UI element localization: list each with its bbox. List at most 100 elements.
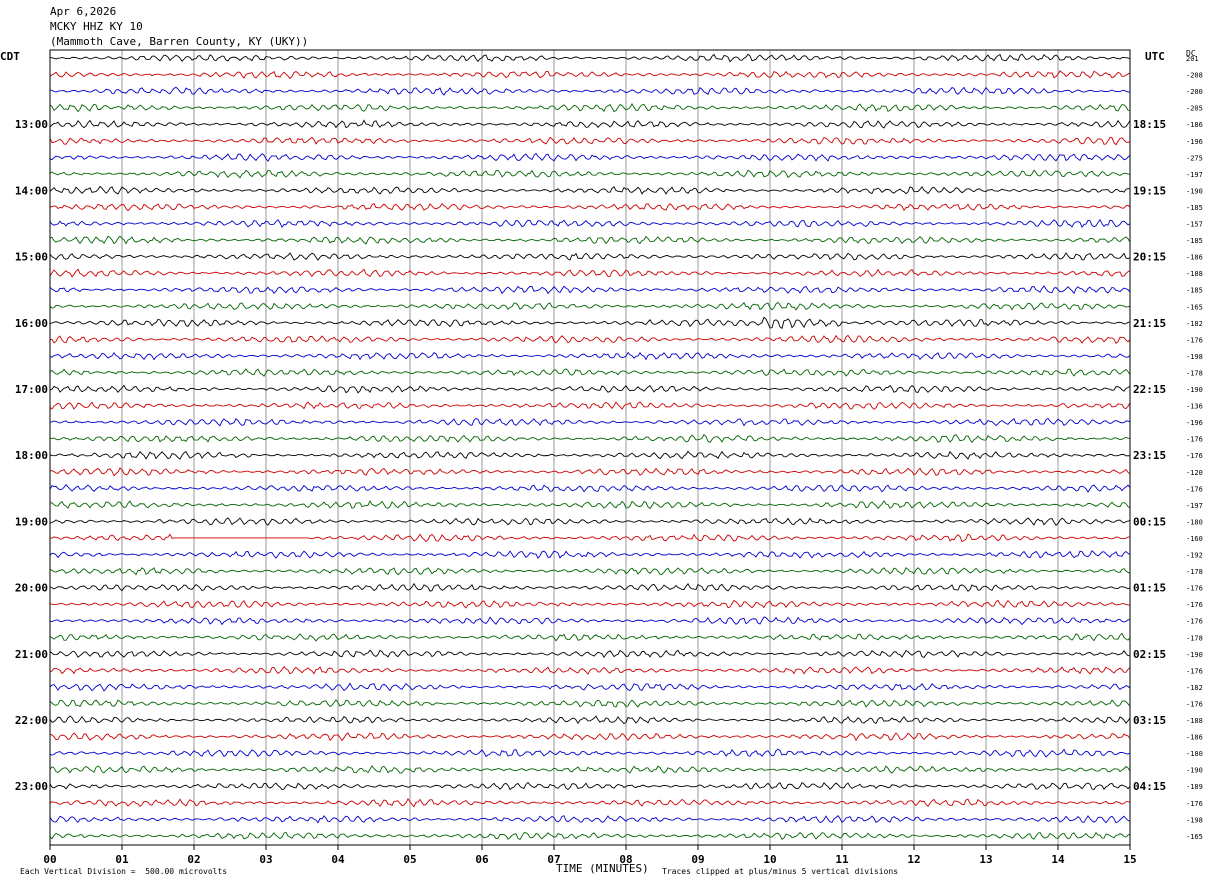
trace-row (49, 682, 1131, 692)
dc-header-label: DC (1186, 49, 1196, 58)
trace-row (49, 450, 1131, 460)
left-hour-label: 17:00 (15, 383, 48, 396)
x-tick-label: 04 (331, 853, 345, 866)
left-hour-label: 14:00 (15, 184, 48, 197)
dc-offset-label: -192 (1186, 552, 1203, 560)
trace-row (49, 781, 1131, 791)
trace-row (49, 748, 1131, 758)
trace-row (49, 268, 1131, 278)
right-hour-label: 03:15 (1133, 714, 1166, 727)
x-tick-label: 12 (907, 853, 920, 866)
left-hour-label: 20:00 (15, 582, 48, 595)
left-hour-label: 15:00 (15, 251, 48, 264)
right-hour-label: 04:15 (1133, 780, 1166, 793)
trace-row (49, 70, 1131, 79)
dc-offset-label: -197 (1186, 502, 1203, 510)
left-hour-label: 18:00 (15, 449, 48, 462)
dc-offset-label: -176 (1186, 585, 1203, 593)
dc-offset-label: -176 (1186, 485, 1203, 493)
trace-row (49, 699, 1131, 708)
x-tick-label: 07 (547, 853, 560, 866)
dc-offset-label: -176 (1186, 618, 1203, 626)
dc-offset-label: -176 (1186, 452, 1203, 460)
dc-offset-label: -165 (1186, 303, 1203, 311)
trace-row (49, 285, 1131, 295)
dc-offset-label: -178 (1186, 568, 1203, 576)
left-hour-label: 21:00 (15, 648, 48, 661)
dc-offset-label: -186 (1186, 254, 1203, 262)
dc-offset-label: -182 (1186, 320, 1203, 328)
dc-offset-label: -186 (1186, 121, 1203, 129)
x-tick-label: 09 (691, 853, 704, 866)
trace-row (49, 815, 1131, 824)
dc-offset-label: -176 (1186, 700, 1203, 708)
x-tick-label: 15 (1123, 853, 1136, 866)
right-hour-label: 22:15 (1133, 383, 1166, 396)
dc-offset-label: -185 (1186, 204, 1203, 212)
clip-footnote: Traces clipped at plus/minus 5 vertical … (662, 867, 899, 876)
right-hour-label: 20:15 (1133, 251, 1166, 264)
left-hour-label: 13:00 (15, 118, 48, 131)
trace-row (49, 417, 1131, 427)
dc-offset-label: -160 (1186, 535, 1203, 543)
trace-row (49, 765, 1131, 774)
trace-row (49, 715, 1131, 725)
dc-offset-label: -176 (1186, 436, 1203, 444)
dc-offset-label: -185 (1186, 237, 1203, 245)
trace-row (49, 500, 1131, 510)
trace-row (49, 732, 1131, 742)
dc-offset-label: -198 (1186, 353, 1203, 361)
x-tick-label: 11 (835, 853, 849, 866)
x-tick-label: 02 (187, 853, 200, 866)
trace-row (49, 649, 1131, 659)
trace-row (49, 616, 1131, 626)
x-tick-label: 00 (43, 853, 56, 866)
trace-row (49, 582, 1131, 592)
right-hour-label: 23:15 (1133, 449, 1166, 462)
header-date: Apr 6,2026 (50, 5, 117, 18)
trace-row (49, 119, 1131, 129)
dc-offset-label: -165 (1186, 833, 1203, 841)
x-tick-label: 08 (619, 853, 632, 866)
x-tick-label: 13 (979, 853, 992, 866)
dc-offset-label: -180 (1186, 518, 1203, 526)
x-tick-label: 06 (475, 853, 489, 866)
trace-row (49, 368, 1131, 377)
dc-offset-label: -190 (1186, 651, 1203, 659)
dc-offset-label: -120 (1186, 469, 1203, 477)
dc-offset-label: -176 (1186, 336, 1203, 344)
dc-offset-label: -157 (1186, 221, 1203, 229)
trace-row (49, 152, 1131, 162)
chart-grid (121, 50, 1059, 845)
trace-row (49, 235, 1131, 245)
trace-row (49, 434, 1131, 444)
dc-offset-label: -178 (1186, 634, 1203, 642)
trace-row (49, 301, 1131, 311)
dc-offset-label: -190 (1186, 187, 1203, 195)
dc-offset-label: -205 (1186, 105, 1203, 113)
trace-row (49, 401, 1131, 410)
trace-row (49, 665, 1131, 675)
dc-offset-label: -196 (1186, 419, 1203, 427)
header-location: (Mammoth Cave, Barren County, KY (UKY)) (50, 35, 309, 48)
trace-row (49, 351, 1131, 361)
trace-row (49, 517, 1131, 526)
x-tick-label: 01 (115, 853, 129, 866)
trace-row (49, 136, 1131, 146)
dc-offset-label: -176 (1186, 800, 1203, 808)
trace-row (49, 831, 1131, 841)
trace-row (49, 599, 1131, 609)
dc-offset-label: -180 (1186, 750, 1203, 758)
dc-offset-label: -198 (1186, 816, 1203, 824)
trace-row (49, 102, 1131, 113)
dc-offset-label: -197 (1186, 171, 1203, 179)
dc-offset-label: -190 (1186, 386, 1203, 394)
dc-offset-label: 201 (1186, 55, 1199, 63)
dc-offset-label: -136 (1186, 403, 1203, 411)
dc-offset-label: -188 (1186, 717, 1203, 725)
dc-offset-label: -208 (1186, 72, 1203, 80)
header-station: MCKY HHZ KY 10 (50, 20, 143, 33)
dc-offset-label: -196 (1186, 138, 1203, 146)
trace-row (49, 334, 1131, 344)
